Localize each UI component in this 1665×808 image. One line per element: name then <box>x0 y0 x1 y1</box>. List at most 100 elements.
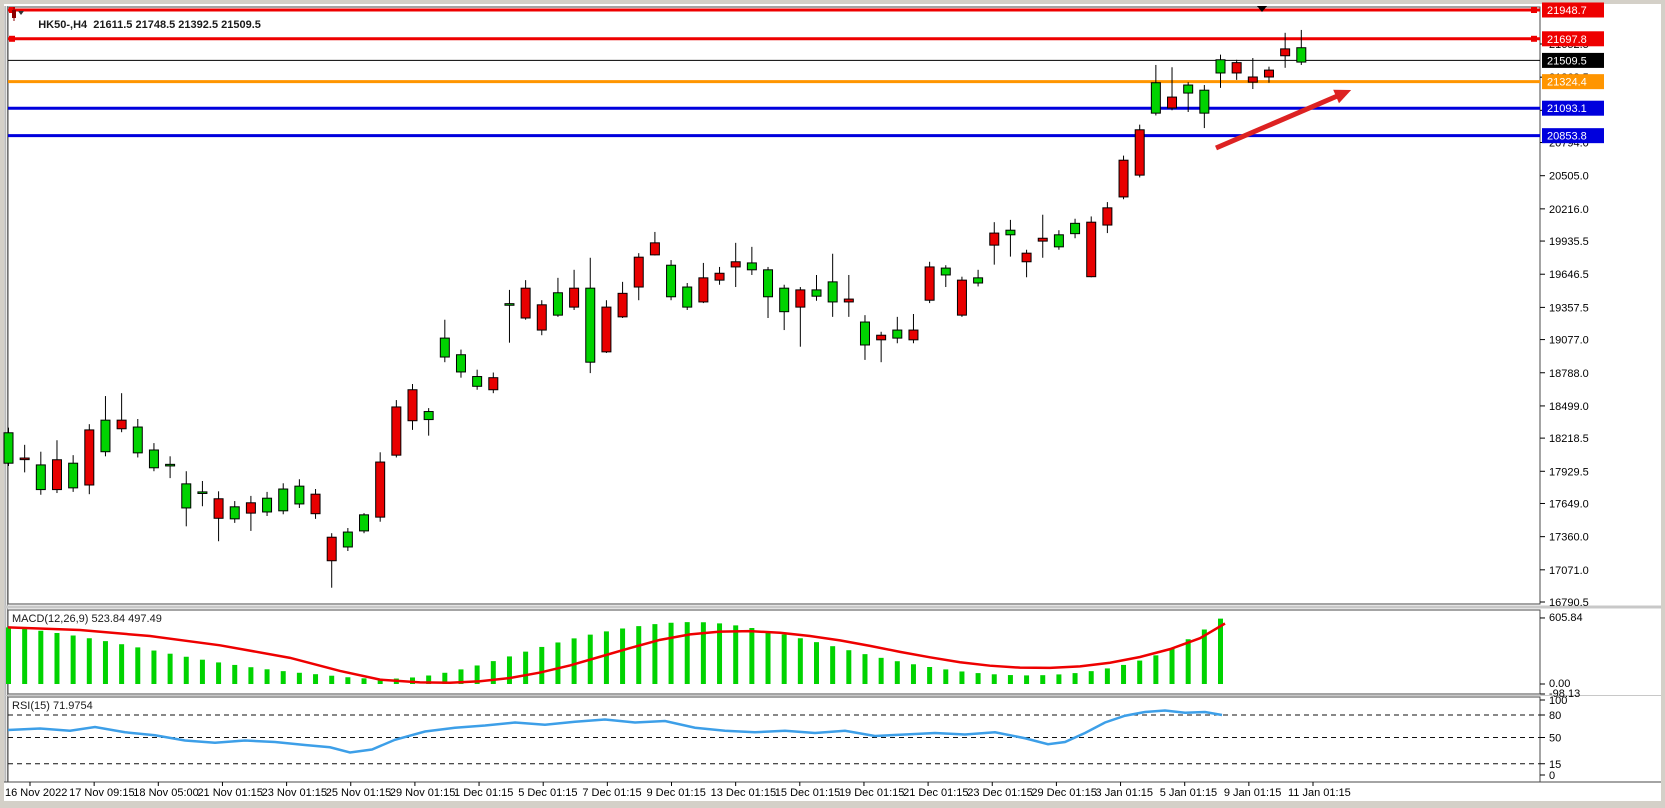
rsi-panel[interactable] <box>7 696 1541 783</box>
candlestick-bullish <box>585 287 596 363</box>
candlestick-bullish <box>1296 47 1307 63</box>
chart-title: HK50-,H4 21611.5 21748.5 21392.5 21509.5 <box>26 7 261 43</box>
price-badge-label: 21697.8 <box>1547 34 1587 46</box>
x-axis-date-label: 3 Jan 01:15 <box>1096 787 1154 799</box>
candlestick-bearish <box>876 334 887 341</box>
price-badge-label: 21093.1 <box>1547 103 1587 115</box>
rsi-indicator-label: RSI(15) 71.9754 <box>12 700 93 712</box>
candlestick-bearish <box>520 287 531 319</box>
price-badge <box>1542 128 1604 144</box>
x-axis-date-label: 11 Jan 01:15 <box>1288 787 1351 799</box>
macd-panel[interactable] <box>7 609 1541 695</box>
candlestick-bearish <box>1167 96 1178 109</box>
macd-signal-line <box>7 622 1226 684</box>
rsi-axis-label: 50 <box>1549 733 1561 745</box>
candlestick-bullish <box>359 514 370 532</box>
candlestick-bullish <box>197 491 208 494</box>
candlestick-bullish <box>827 281 838 303</box>
candlestick-bullish <box>35 464 46 491</box>
price-axis-tick-label: 20505.0 <box>1549 171 1589 183</box>
macd-axis-label: 0.00 <box>1549 678 1570 690</box>
x-axis-date-label: 29 Nov 01:15 <box>390 787 455 799</box>
symbol-timeframe-label: HK50-,H4 <box>38 19 88 31</box>
candlestick-bearish <box>649 242 660 256</box>
candlestick-bullish <box>439 337 450 358</box>
line-handle[interactable] <box>1531 35 1537 42</box>
x-axis-date-label: 18 Nov 05:00 <box>133 787 198 799</box>
candlestick-bearish <box>391 406 402 456</box>
price-badge-label: 21324.4 <box>1547 77 1587 89</box>
line-handle[interactable] <box>1531 7 1537 13</box>
price-badge-label: 21948.7 <box>1547 5 1587 17</box>
candlestick-bearish <box>488 377 499 391</box>
candlestick-bearish <box>1102 207 1113 226</box>
macd-indicator-label: MACD(12,26,9) 523.84 497.49 <box>12 613 162 625</box>
x-axis-date-label: 7 Dec 01:15 <box>582 787 641 799</box>
macd-axis-label: -98.13 <box>1549 688 1580 700</box>
symbol-dropdown-icon[interactable] <box>18 11 24 15</box>
left-frame-line <box>4 6 6 782</box>
candlestick-bullish <box>423 411 434 421</box>
x-axis-date-label: 16 Nov 2022 <box>5 787 67 799</box>
candlestick-bearish <box>843 298 854 303</box>
chart-shift-marker[interactable] <box>1257 6 1267 12</box>
candlestick-bullish <box>1053 234 1064 248</box>
candlestick-bullish <box>472 376 483 387</box>
x-axis-date-label: 21 Nov 01:15 <box>197 787 262 799</box>
candlestick-bearish <box>698 277 709 303</box>
candlestick-bullish <box>552 292 563 316</box>
candlestick-bearish <box>1118 159 1129 198</box>
candlestick-bullish <box>342 531 353 548</box>
candlestick-bullish <box>278 488 289 512</box>
candlestick-bearish <box>956 279 967 316</box>
candlestick-bearish <box>310 493 321 515</box>
candlestick-bullish <box>666 264 677 298</box>
candlestick-bullish <box>1215 59 1226 74</box>
x-axis-date-label: 29 Dec 01:15 <box>1031 787 1096 799</box>
panel-splitter[interactable] <box>4 605 1661 609</box>
trend-arrow-head[interactable] <box>1333 89 1352 104</box>
rsi-axis-label: 100 <box>1549 695 1567 707</box>
ohlc-readout: 21611.5 21748.5 21392.5 21509.5 <box>93 19 261 31</box>
x-axis-date-label: 23 Dec 01:15 <box>967 787 1032 799</box>
candlestick-bullish <box>1070 222 1081 235</box>
candlestick-bullish <box>1183 84 1194 94</box>
price-badge-label: 20853.8 <box>1547 131 1587 143</box>
candlestick-bearish <box>213 498 224 519</box>
candlestick-bearish <box>908 329 919 341</box>
rsi-line <box>7 709 1223 754</box>
panel-splitter[interactable] <box>4 695 1661 696</box>
line-handle[interactable] <box>9 35 15 42</box>
candlestick-bullish <box>779 287 790 313</box>
candlestick-bullish <box>811 289 822 297</box>
candlestick-bullish <box>1150 82 1161 114</box>
candlestick-bullish <box>682 286 693 308</box>
candlestick-bullish <box>455 354 466 373</box>
candlestick-bullish <box>262 497 273 513</box>
candlestick-bullish <box>68 462 79 489</box>
x-axis-date-label: 15 Dec 01:15 <box>775 787 840 799</box>
x-axis-date-label: 5 Jan 01:15 <box>1160 787 1218 799</box>
price-axis-tick-label: 18788.0 <box>1549 368 1589 380</box>
candlestick-bullish <box>973 277 984 284</box>
candlestick-bearish <box>924 266 935 301</box>
price-axis-tick-label: 17929.5 <box>1549 466 1589 478</box>
price-axis-tick-label: 19357.5 <box>1549 302 1589 314</box>
price-axis-tick-label: 19646.5 <box>1549 269 1589 281</box>
price-axis-tick-label: 19077.0 <box>1549 335 1589 347</box>
candlestick-bearish <box>116 419 127 430</box>
candlestick-bearish <box>84 429 95 486</box>
price-badge <box>1542 100 1604 116</box>
left-frame-line <box>6 6 8 782</box>
x-axis-date-label: 21 Dec 01:15 <box>903 787 968 799</box>
candlestick-bearish <box>795 289 806 308</box>
candlestick-bearish <box>633 256 644 288</box>
x-axis-date-label: 1 Dec 01:15 <box>454 787 513 799</box>
price-badge-label: 21509.5 <box>1547 55 1587 67</box>
trend-arrow-annotation[interactable] <box>1215 91 1343 151</box>
candlestick-bullish <box>1005 229 1016 236</box>
candlestick-bearish <box>1280 48 1291 57</box>
x-axis-date-label: 25 Nov 01:15 <box>326 787 391 799</box>
